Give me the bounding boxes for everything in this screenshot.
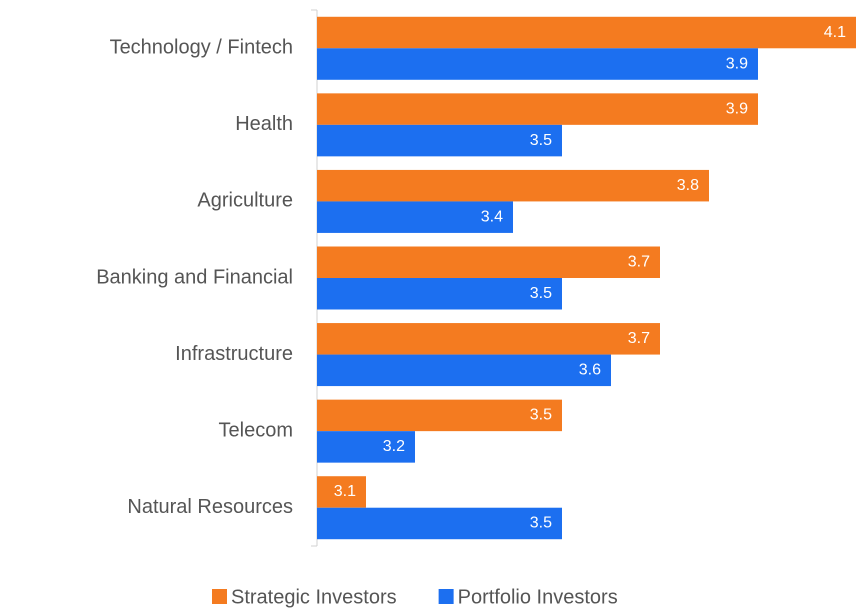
value-label: 3.5 (530, 285, 552, 302)
value-label: 3.8 (677, 177, 699, 194)
bar (317, 201, 513, 233)
category-label: Natural Resources (127, 496, 293, 518)
category-label: Technology / Fintech (110, 37, 293, 59)
legend-label: Strategic Investors (231, 586, 397, 608)
value-label: 3.5 (530, 407, 552, 424)
bar (317, 323, 660, 355)
bar (317, 124, 562, 157)
legend-swatch (438, 589, 454, 604)
bar (317, 399, 562, 432)
value-label: 3.4 (481, 208, 503, 225)
value-label: 3.6 (579, 362, 601, 379)
category-label: Banking and Financial (96, 266, 293, 288)
value-label: 3.2 (383, 438, 405, 455)
legend-swatch (212, 589, 227, 604)
value-label: 3.9 (726, 100, 748, 117)
bar (317, 476, 366, 508)
bar (317, 507, 562, 540)
bar (317, 354, 611, 387)
value-label: 3.1 (334, 483, 356, 500)
bar (317, 431, 415, 463)
value-label: 3.5 (530, 132, 552, 149)
legend-label: Portfolio Investors (458, 586, 618, 608)
value-label: 3.7 (628, 330, 650, 347)
value-label: 4.1 (824, 24, 846, 41)
bar (317, 16, 856, 49)
category-label: Agriculture (197, 190, 293, 212)
value-label: 3.5 (530, 515, 552, 532)
value-label: 3.9 (726, 55, 748, 72)
category-label: Infrastructure (175, 343, 293, 365)
category-label: Health (235, 113, 293, 135)
bar (317, 93, 758, 125)
bar (317, 169, 709, 202)
bar (317, 48, 758, 80)
bar (317, 278, 562, 310)
bar (317, 246, 660, 278)
category-label: Telecom (219, 419, 293, 441)
value-label: 3.7 (628, 253, 650, 270)
